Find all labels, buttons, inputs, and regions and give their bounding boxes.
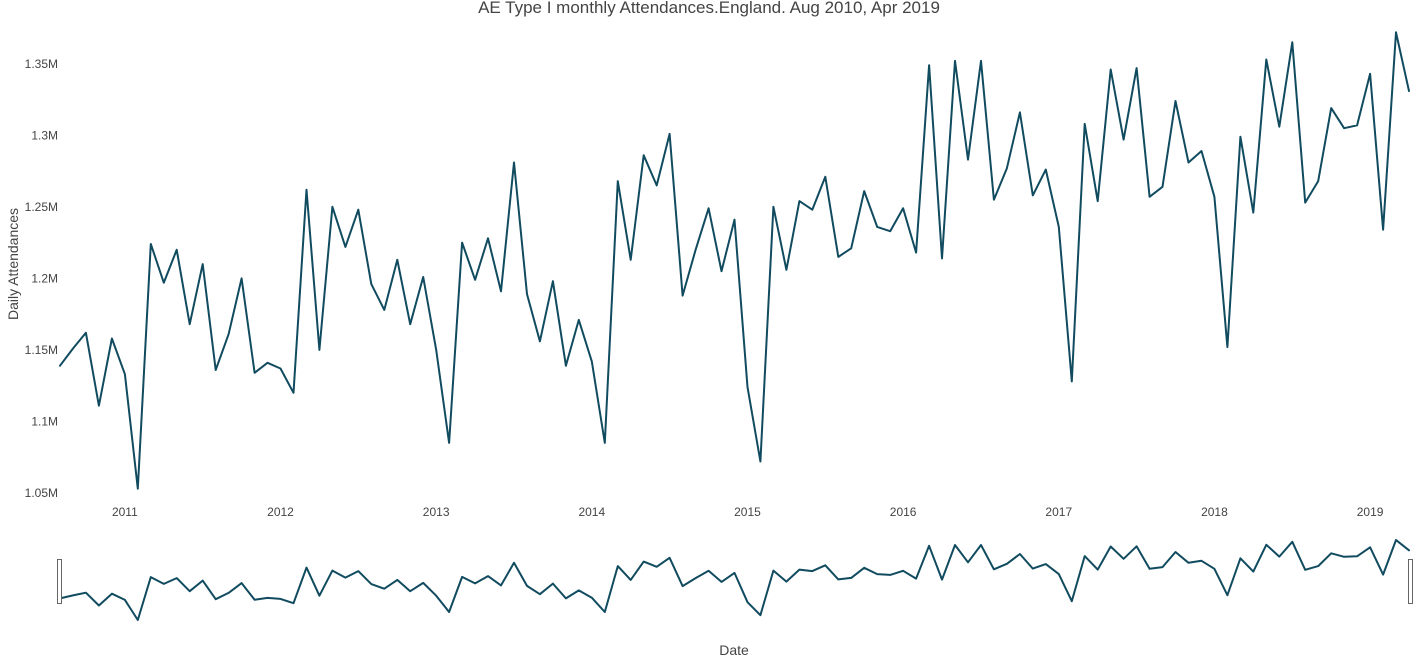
x-tick-label: 2019: [1357, 505, 1384, 519]
x-tick-label: 2016: [890, 505, 917, 519]
y-tick-label: 1.25M: [25, 200, 58, 214]
y-tick-label: 1.3M: [31, 128, 58, 142]
y-tick-label: 1.05M: [25, 486, 58, 500]
x-tick-label: 2011: [112, 505, 138, 519]
chart-title: AE Type I monthly Attendances.England. A…: [478, 0, 940, 17]
y-axis-title: Daily Attendances: [5, 208, 21, 320]
range-slider-left-handle[interactable]: [57, 559, 62, 604]
x-tick-label: 2015: [734, 505, 761, 519]
x-tick-label: 2013: [423, 505, 450, 519]
range-slider-preview: [59, 539, 1410, 621]
x-tick-label: 2018: [1201, 505, 1228, 519]
y-tick-label: 1.15M: [25, 343, 58, 357]
attendances-line: [59, 31, 1410, 490]
x-tick-label: 2012: [267, 505, 294, 519]
x-axis-ticks: 2011 2012 2013 2014 2015 2016 2017 2018 2019: [112, 505, 1384, 519]
range-slider-right-handle[interactable]: [1408, 559, 1413, 604]
range-slider[interactable]: [57, 539, 1413, 621]
y-tick-label: 1.1M: [31, 414, 58, 428]
y-tick-label: 1.2M: [31, 271, 58, 285]
y-tick-label: 1.35M: [25, 57, 58, 71]
y-axis-ticks: 1.05M 1.1M 1.15M 1.2M 1.25M 1.3M 1.35M: [25, 57, 58, 500]
main-plot-area: [59, 31, 1410, 490]
x-tick-label: 2014: [578, 505, 605, 519]
x-axis-title: Date: [719, 642, 749, 658]
range-slider-line: [59, 539, 1410, 621]
x-tick-label: 2017: [1045, 505, 1072, 519]
